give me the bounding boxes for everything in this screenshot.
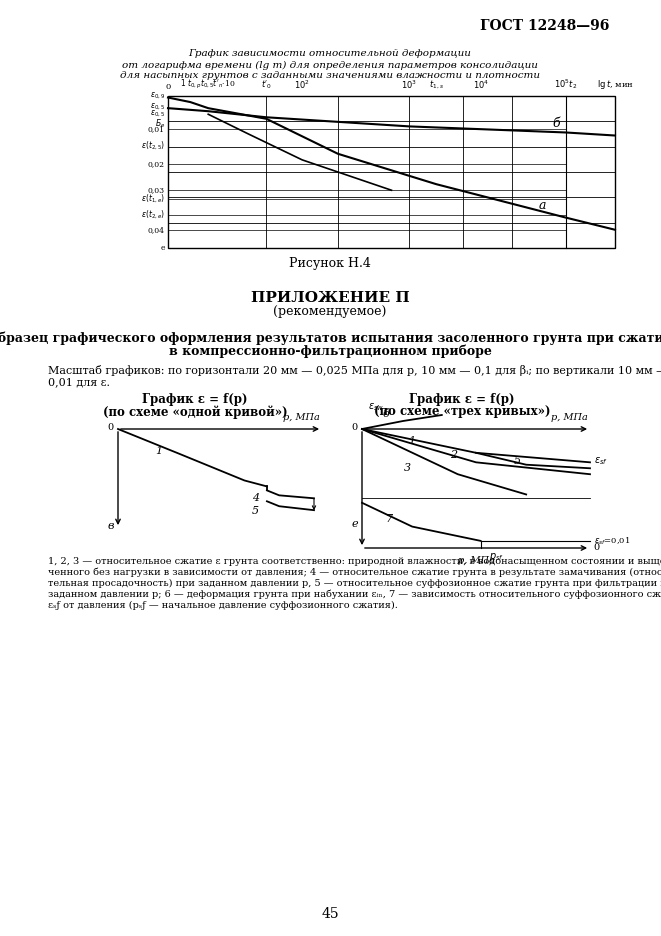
Text: ПРИЛОЖЕНИЕ П: ПРИЛОЖЕНИЕ П [251, 291, 409, 305]
Text: ГОСТ 12248—96: ГОСТ 12248—96 [481, 19, 609, 33]
Text: 0,04: 0,04 [148, 226, 165, 234]
Text: $\varepsilon_{0,5}$: $\varepsilon_{0,5}$ [150, 101, 165, 111]
Text: εₛƒ от давления (рₛƒ — начальное давление суффозионного сжатия).: εₛƒ от давления (рₛƒ — начальное давлени… [48, 600, 398, 609]
Text: $Б_e$: $Б_e$ [155, 117, 165, 129]
Text: $10^4$: $10^4$ [473, 79, 489, 91]
Bar [168, 96, 615, 248]
Text: Масштаб графиков: по горизонтали 20 мм — 0,025 МПа для р, 10 мм — 0,1 для βᵢ; по: Масштаб графиков: по горизонтали 20 мм —… [48, 364, 661, 375]
Text: 0: 0 [593, 543, 599, 551]
Text: График ε = f(p): График ε = f(p) [142, 393, 248, 406]
Text: тельная просадочность) при заданном давлении р, 5 — относительное суффозионное с: тельная просадочность) при заданном давл… [48, 578, 661, 588]
Text: $\lg t$, мин: $\lg t$, мин [597, 78, 633, 91]
Text: Рисунок Н.4: Рисунок Н.4 [289, 257, 371, 271]
Text: 1: 1 [155, 446, 163, 456]
Text: $\varepsilon(t_{1,e})$: $\varepsilon(t_{1,e})$ [141, 193, 165, 206]
Text: р, МПа: р, МПа [457, 556, 494, 565]
Text: График зависимости относительной деформации: График зависимости относительной деформа… [188, 50, 471, 58]
Text: $t_{1,s}$: $t_{1,s}$ [429, 79, 444, 91]
Text: р, МПа: р, МПа [283, 413, 320, 422]
Text: 4: 4 [252, 493, 259, 504]
Text: 0: 0 [108, 423, 114, 432]
Text: $\varepsilon_{sf}$=0,01: $\varepsilon_{sf}$=0,01 [594, 535, 631, 547]
Text: $10^5t_2$: $10^5t_2$ [554, 77, 578, 91]
Text: $1\ t_{0,p}t_{0,5}t'_n$·10: $1\ t_{0,p}t_{0,5}t'_n$·10 [180, 78, 236, 91]
Text: e: e [161, 244, 165, 252]
Text: 5: 5 [252, 506, 259, 516]
Text: заданном давлении р; 6 — деформация грунта при набухании εᵢₙ, 7 — зависимость от: заданном давлении р; 6 — деформация грун… [48, 590, 661, 599]
Text: $\varepsilon_{0,5}$: $\varepsilon_{0,5}$ [150, 110, 165, 120]
Text: $10^2$: $10^2$ [294, 79, 310, 91]
Text: 0,01 для ε.: 0,01 для ε. [48, 377, 110, 387]
Text: Образец графического оформления результатов испытания засоленного грунта при сжа: Образец графического оформления результа… [0, 331, 661, 344]
Text: 2: 2 [449, 450, 457, 461]
Text: ченного без нагрузки в зависимости от давления; 4 — относительное сжатие грунта : ченного без нагрузки в зависимости от да… [48, 567, 661, 577]
Text: $p_{sf}$: $p_{sf}$ [489, 551, 504, 563]
Text: 7: 7 [386, 515, 393, 524]
Text: $10^3$: $10^3$ [401, 79, 417, 91]
Text: 1, 2, 3 — относительное сжатие ε грунта соответственно: природной влажности, в в: 1, 2, 3 — относительное сжатие ε грунта … [48, 557, 661, 565]
Text: График ε = f(p): График ε = f(p) [409, 393, 515, 406]
Text: б: б [383, 409, 389, 419]
Text: 0: 0 [165, 83, 171, 91]
Text: $\varepsilon_{sf}$: $\varepsilon_{sf}$ [594, 455, 608, 467]
Text: 0: 0 [352, 423, 358, 432]
Text: р, МПа: р, МПа [551, 413, 588, 422]
Text: (рекомендуемое): (рекомендуемое) [273, 305, 387, 318]
Text: $\varepsilon_{sw}$: $\varepsilon_{sw}$ [368, 402, 384, 413]
Text: 5: 5 [514, 456, 521, 466]
Text: от логарифма времени (lg т) для определения параметров консолидации: от логарифма времени (lg т) для определе… [122, 61, 538, 69]
Text: а: а [539, 199, 547, 212]
Text: 0,03: 0,03 [148, 186, 165, 195]
Text: (по схеме «трех кривых»): (по схеме «трех кривых») [373, 405, 550, 418]
Text: 0,02: 0,02 [148, 160, 165, 168]
Text: 3: 3 [404, 463, 411, 474]
Text: 45: 45 [321, 907, 339, 921]
Text: $\varepsilon(t_{2,e})$: $\varepsilon(t_{2,e})$ [141, 209, 165, 221]
Text: 0,01: 0,01 [148, 125, 165, 134]
Text: (по схеме «одной кривой»): (по схеме «одной кривой») [102, 405, 288, 418]
Text: $t'_0$: $t'_0$ [260, 79, 272, 91]
Text: в компрессионно-фильтрационном приборе: в компрессионно-фильтрационном приборе [169, 344, 491, 358]
Text: в: в [108, 521, 114, 531]
Text: $\varepsilon_{0,9}$: $\varepsilon_{0,9}$ [150, 91, 165, 101]
Text: б: б [553, 117, 560, 130]
Text: для насыпных грунтов с заданными значениями влажности и плотности: для насыпных грунтов с заданными значени… [120, 71, 540, 80]
Text: е: е [352, 519, 358, 529]
Text: 1: 1 [408, 436, 416, 446]
Text: $\varepsilon(t_{2,5})$: $\varepsilon(t_{2,5})$ [141, 140, 165, 153]
